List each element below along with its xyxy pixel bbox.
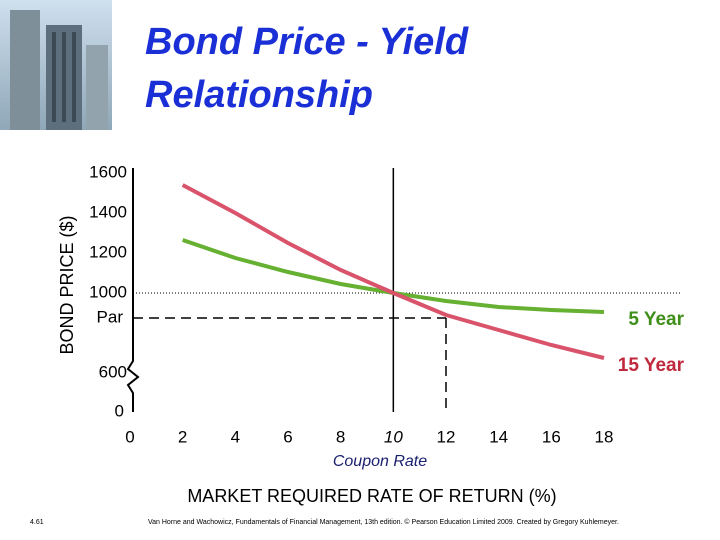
chart-title: Relationship bbox=[145, 74, 373, 116]
chart-title: Bond Price - Yield bbox=[145, 21, 469, 63]
slide-number: 4.61 bbox=[30, 519, 44, 526]
x-tick-label: 10 bbox=[384, 427, 403, 446]
citation: Van Horne and Wachowicz, Fundamentals of… bbox=[148, 518, 619, 526]
x-tick-label: 0 bbox=[125, 427, 134, 446]
x-tick-label: 14 bbox=[489, 427, 508, 446]
x-tick-label: 2 bbox=[178, 427, 187, 446]
par-label: Par bbox=[97, 307, 124, 326]
x-tick-label: 12 bbox=[437, 427, 456, 446]
x-tick-label: 16 bbox=[542, 427, 561, 446]
y-tick-label: 0 bbox=[115, 401, 124, 420]
x-tick-label: 6 bbox=[283, 427, 292, 446]
x-tick-label: 18 bbox=[595, 427, 614, 446]
y-tick-label: 1400 bbox=[89, 202, 127, 221]
series-line bbox=[181, 183, 605, 360]
x-axis-label: MARKET REQUIRED RATE OF RETURN (%) bbox=[187, 486, 556, 506]
legend-label: 5 Year bbox=[628, 309, 684, 330]
y-tick-label: 1600 bbox=[89, 162, 127, 181]
y-tick-label: 1200 bbox=[89, 242, 127, 261]
x-tick-label: 8 bbox=[336, 427, 345, 446]
y-tick-label: 600 bbox=[99, 362, 127, 381]
coupon-label: Coupon Rate bbox=[333, 453, 427, 470]
y-tick-label: 1000 bbox=[89, 282, 127, 301]
y-axis-label: BOND PRICE ($) bbox=[57, 215, 77, 354]
x-tick-label: 4 bbox=[231, 427, 240, 446]
legend-label: 15 Year bbox=[618, 355, 685, 376]
building-photo bbox=[0, 0, 112, 130]
y-axis bbox=[126, 168, 140, 412]
